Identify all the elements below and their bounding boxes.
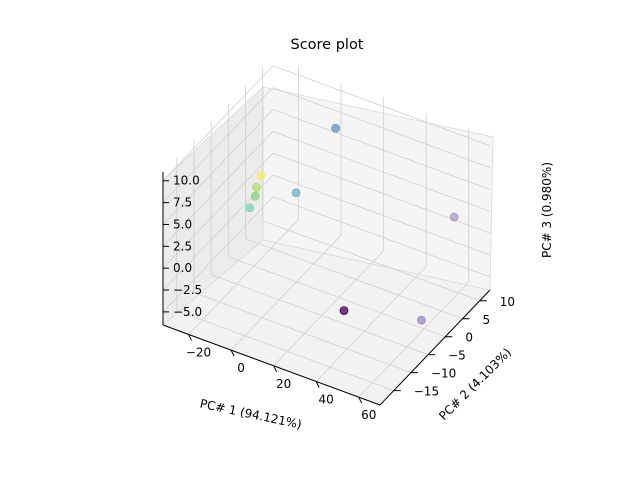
data-point	[245, 203, 254, 213]
z-tick-label: −5.0	[173, 305, 202, 319]
x-tick-label: 60	[361, 408, 376, 422]
y-grid-line	[176, 310, 394, 392]
z-axis-label: PC# 3 (0.980%)	[540, 162, 554, 258]
x-tick	[230, 349, 235, 357]
x-grid-line	[273, 250, 384, 367]
data-point	[252, 183, 261, 192]
z-grid-line	[272, 196, 491, 278]
z-grid-line	[162, 87, 274, 203]
y-tick-label: −15	[414, 385, 439, 399]
z-grid-line	[272, 174, 491, 256]
z-grid-line	[162, 109, 274, 225]
x-axis-label: PC# 1 (94.121%)	[199, 396, 303, 431]
chart-title: Score plot	[290, 37, 363, 53]
data-point	[417, 315, 426, 325]
y-grid-line	[210, 274, 429, 356]
y-tick-label: 0	[465, 331, 473, 345]
x-axis-line	[162, 324, 381, 406]
x-tick-label: 0	[237, 361, 245, 375]
y-axis-line	[379, 289, 491, 406]
z-tick-label: 7.5	[173, 196, 192, 210]
y-tick-label: −10	[431, 367, 456, 381]
z-grid-line	[272, 130, 491, 212]
x-tick-label: 40	[319, 392, 334, 406]
z-grid-line	[272, 65, 491, 147]
x-tick	[188, 334, 192, 341]
z-grid-line	[162, 65, 274, 182]
tick-labels: −200204060−15−10−50510−5.0−2.50.02.55.07…	[173, 174, 515, 422]
z-tick-label: 5.0	[173, 217, 192, 231]
z-tick-label: 10.0	[173, 174, 200, 188]
y-grid-line	[193, 292, 412, 374]
x-tick	[358, 396, 363, 404]
x-grid-line	[315, 266, 427, 382]
z-tick-label: 0.0	[173, 261, 192, 275]
y-tick-label: 10	[500, 295, 515, 309]
x-tick	[273, 365, 278, 373]
x-tick-label: −20	[186, 345, 211, 359]
z-tick-label: −2.5	[173, 283, 202, 297]
data-points	[245, 123, 459, 325]
grid-lines	[162, 65, 491, 398]
y-grid-line	[228, 256, 446, 338]
x-grid-line	[230, 234, 342, 351]
data-point	[250, 191, 260, 201]
data-point	[339, 306, 349, 315]
z-grid-line	[162, 152, 274, 269]
data-point	[331, 123, 341, 133]
z-grid-line	[272, 109, 491, 190]
x-tick	[315, 381, 320, 388]
tick-marks	[162, 172, 491, 406]
x-grid-line	[358, 281, 470, 398]
z-tick-label: 2.5	[173, 239, 192, 253]
y-tick-label: 5	[483, 313, 491, 327]
x-tick-label: 20	[276, 377, 291, 391]
data-point	[291, 188, 301, 198]
x-grid-line	[188, 219, 299, 335]
y-grid-line	[245, 238, 463, 320]
y-tick-label: −5	[448, 349, 466, 363]
data-point	[449, 212, 459, 222]
z-grid-line	[162, 131, 274, 247]
z-grid-line	[272, 87, 491, 168]
data-point	[256, 171, 266, 181]
y-grid-line	[262, 220, 480, 302]
z-grid-line	[162, 196, 274, 313]
